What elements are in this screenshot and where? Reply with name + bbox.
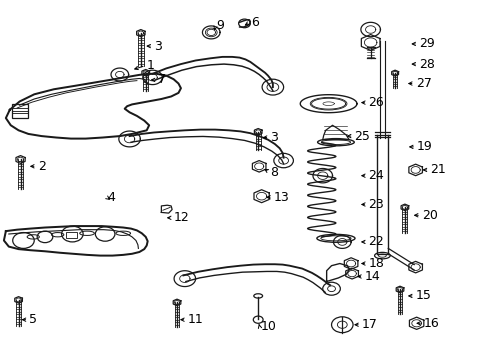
Text: 9: 9 — [216, 19, 224, 32]
Text: 5: 5 — [29, 313, 37, 326]
Text: 18: 18 — [367, 257, 383, 270]
Text: 4: 4 — [107, 191, 115, 204]
Text: 10: 10 — [260, 320, 276, 333]
Text: 20: 20 — [421, 209, 437, 222]
Text: 13: 13 — [273, 191, 289, 204]
Text: 21: 21 — [429, 163, 445, 176]
Text: 6: 6 — [250, 16, 258, 29]
Text: 25: 25 — [354, 130, 369, 143]
Text: 1: 1 — [146, 59, 154, 72]
Text: 24: 24 — [367, 169, 383, 182]
Text: 3: 3 — [270, 131, 278, 144]
Text: 2: 2 — [38, 160, 45, 173]
Text: 15: 15 — [415, 289, 430, 302]
Text: 22: 22 — [367, 235, 383, 248]
Text: 7: 7 — [158, 73, 165, 86]
Text: 11: 11 — [187, 313, 203, 326]
Text: 23: 23 — [367, 198, 383, 211]
Text: 14: 14 — [364, 270, 379, 283]
Text: 8: 8 — [270, 166, 278, 179]
Text: 12: 12 — [173, 211, 189, 224]
Text: 19: 19 — [416, 140, 432, 153]
Text: 28: 28 — [418, 58, 434, 71]
Text: 29: 29 — [418, 37, 434, 50]
Text: 16: 16 — [423, 317, 439, 330]
Text: 26: 26 — [367, 96, 383, 109]
Text: 17: 17 — [361, 318, 377, 331]
Text: 27: 27 — [415, 77, 430, 90]
Text: 3: 3 — [154, 40, 162, 53]
